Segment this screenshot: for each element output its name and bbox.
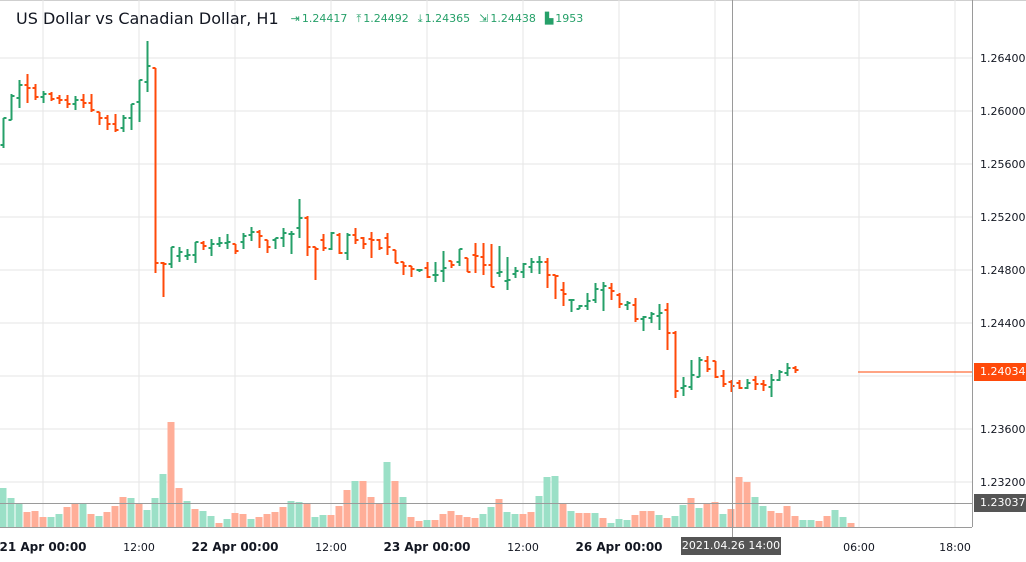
time-tick: 21 Apr 00:00 bbox=[0, 540, 87, 554]
time-tick: 12:00 bbox=[507, 541, 539, 554]
open-value: ⇥ 1.24417 bbox=[290, 12, 348, 25]
ohlc-bars bbox=[0, 41, 799, 398]
high-arrow-icon: ⤒ bbox=[356, 11, 362, 25]
chart-legend: US Dollar vs Canadian Dollar, H1 ⇥ 1.2441… bbox=[16, 9, 592, 28]
time-tick: 26 Apr 00:00 bbox=[575, 540, 662, 554]
close-arrow-icon: ⇲ bbox=[479, 12, 489, 25]
high-value: ⤒ 1.24492 bbox=[356, 11, 409, 26]
price-tick: 1.24800 bbox=[980, 264, 1026, 277]
time-tick: 18:00 bbox=[939, 541, 971, 554]
crosshair-price-label: 1.23037 bbox=[974, 494, 1026, 512]
price-tick: 1.23200 bbox=[980, 476, 1026, 489]
volume-value: ▙ 1953 bbox=[544, 12, 584, 25]
open-arrow-icon: ⇥ bbox=[290, 12, 300, 25]
time-tick: 06:00 bbox=[843, 541, 875, 554]
price-tick: 1.26400 bbox=[980, 52, 1026, 65]
chart-grid bbox=[0, 0, 1026, 527]
price-tick: 1.26000 bbox=[980, 105, 1026, 118]
chart-overlay bbox=[0, 0, 972, 537]
low-value: ⤓ 1.24365 bbox=[417, 11, 471, 26]
low-arrow-icon: ⤓ bbox=[417, 11, 423, 25]
price-tick: 1.24400 bbox=[980, 317, 1026, 330]
symbol-title[interactable]: US Dollar vs Canadian Dollar, H1 bbox=[16, 9, 279, 28]
current-price-label: 1.24034 bbox=[974, 363, 1026, 381]
volume-bars-icon: ▙ bbox=[544, 12, 554, 25]
price-axis[interactable]: 1.26400 1.26000 1.25600 1.25200 1.24800 1.244… bbox=[0, 0, 1026, 528]
price-tick: 1.25600 bbox=[980, 158, 1026, 171]
ohlc-values: ⇥ 1.24417 ⤒ 1.24492 ⤓ 1.24365 ⇲ 1.24438 ▙ 195… bbox=[291, 12, 593, 26]
crosshair-time-label: 2021.04.26 14:00 bbox=[681, 537, 781, 555]
time-axis[interactable]: 21 Apr 00:00 12:00 22 Apr 00:00 12:00 23 Apr… bbox=[0, 540, 971, 554]
time-tick: 23 Apr 00:00 bbox=[383, 540, 470, 554]
time-tick: 12:00 bbox=[315, 541, 347, 554]
close-value: ⇲ 1.24438 bbox=[479, 12, 536, 25]
volume-histogram bbox=[0, 422, 855, 527]
price-tick: 1.25200 bbox=[980, 211, 1026, 224]
price-tick: 1.23600 bbox=[980, 423, 1026, 436]
time-tick: 22 Apr 00:00 bbox=[191, 540, 278, 554]
time-tick: 12:00 bbox=[123, 541, 155, 554]
